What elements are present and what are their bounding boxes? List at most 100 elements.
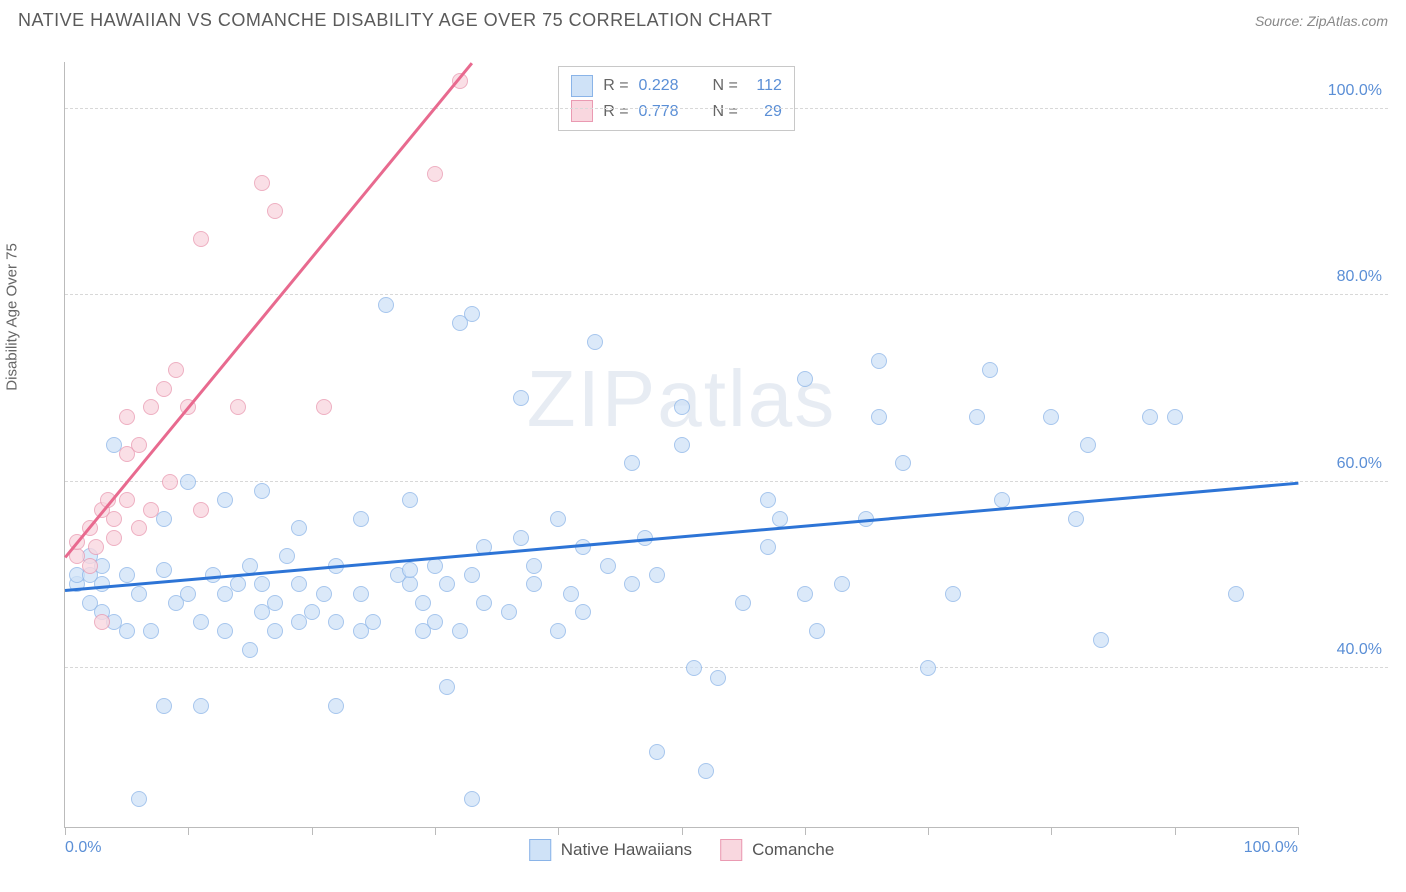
data-point	[242, 642, 258, 658]
data-point	[365, 614, 381, 630]
data-point	[809, 623, 825, 639]
data-point	[217, 623, 233, 639]
data-point	[760, 539, 776, 555]
data-point	[674, 437, 690, 453]
data-point	[230, 399, 246, 415]
data-point	[982, 362, 998, 378]
data-point	[254, 576, 270, 592]
r-label: R =	[603, 99, 628, 125]
data-point	[82, 558, 98, 574]
data-point	[193, 698, 209, 714]
data-point	[131, 791, 147, 807]
data-point	[452, 623, 468, 639]
data-point	[304, 604, 320, 620]
data-point	[760, 492, 776, 508]
gridline	[65, 294, 1388, 295]
data-point	[353, 511, 369, 527]
data-point	[217, 492, 233, 508]
watermark-zip: ZIP	[527, 354, 657, 443]
data-point	[945, 586, 961, 602]
data-point	[649, 744, 665, 760]
data-point	[254, 483, 270, 499]
data-point	[94, 614, 110, 630]
data-point	[267, 623, 283, 639]
data-point	[427, 558, 443, 574]
data-point	[267, 203, 283, 219]
data-point	[550, 623, 566, 639]
data-point	[131, 437, 147, 453]
x-tick-label: 100.0%	[1244, 839, 1298, 857]
data-point	[106, 530, 122, 546]
data-point	[526, 576, 542, 592]
data-point	[328, 614, 344, 630]
data-point	[686, 660, 702, 676]
chart-container: Disability Age Over 75 ZIPatlas R = 0.22…	[18, 42, 1388, 870]
data-point	[895, 455, 911, 471]
data-point	[415, 595, 431, 611]
data-point	[143, 399, 159, 415]
data-point	[156, 698, 172, 714]
r-label: R =	[603, 73, 628, 99]
data-point	[575, 539, 591, 555]
data-point	[254, 175, 270, 191]
data-point	[119, 567, 135, 583]
data-point	[168, 362, 184, 378]
x-tick	[188, 827, 189, 835]
y-tick-label: 80.0%	[1337, 268, 1382, 286]
data-point	[600, 558, 616, 574]
data-point	[1093, 632, 1109, 648]
data-point	[464, 306, 480, 322]
data-point	[427, 166, 443, 182]
y-tick-label: 100.0%	[1328, 82, 1382, 100]
y-tick-label: 40.0%	[1337, 641, 1382, 659]
data-point	[575, 604, 591, 620]
n-value-2: 29	[748, 99, 782, 125]
trend-line	[65, 482, 1298, 592]
data-point	[624, 576, 640, 592]
series-legend: Native Hawaiians Comanche	[529, 839, 835, 861]
correlation-row-2: R = 0.778 N = 29	[571, 99, 782, 125]
x-tick	[928, 827, 929, 835]
r-value-1: 0.228	[639, 73, 697, 99]
n-value-1: 112	[748, 73, 782, 99]
data-point	[871, 353, 887, 369]
chart-title: NATIVE HAWAIIAN VS COMANCHE DISABILITY A…	[18, 10, 772, 31]
watermark-atlas: atlas	[657, 354, 836, 443]
legend-item-2: Comanche	[720, 839, 834, 861]
x-tick	[312, 827, 313, 835]
data-point	[193, 614, 209, 630]
data-point	[119, 409, 135, 425]
data-point	[834, 576, 850, 592]
data-point	[624, 455, 640, 471]
data-point	[291, 520, 307, 536]
data-point	[797, 371, 813, 387]
data-point	[1167, 409, 1183, 425]
data-point	[119, 492, 135, 508]
legend-swatch-2	[720, 839, 742, 861]
data-point	[439, 576, 455, 592]
gridline	[65, 481, 1388, 482]
n-label: N =	[713, 73, 738, 99]
data-point	[1142, 409, 1158, 425]
x-tick	[65, 827, 66, 835]
data-point	[871, 409, 887, 425]
data-point	[180, 586, 196, 602]
n-label: N =	[713, 99, 738, 125]
plot-area: ZIPatlas R = 0.228 N = 112 R = 0.778 N =…	[64, 62, 1298, 828]
data-point	[797, 586, 813, 602]
data-point	[513, 390, 529, 406]
data-point	[969, 409, 985, 425]
correlation-row-1: R = 0.228 N = 112	[571, 73, 782, 99]
data-point	[513, 530, 529, 546]
data-point	[1228, 586, 1244, 602]
data-point	[316, 586, 332, 602]
data-point	[193, 231, 209, 247]
x-tick	[435, 827, 436, 835]
data-point	[439, 679, 455, 695]
data-point	[143, 502, 159, 518]
data-point	[279, 548, 295, 564]
data-point	[710, 670, 726, 686]
legend-swatch-1	[529, 839, 551, 861]
source-credit: Source: ZipAtlas.com	[1255, 13, 1388, 29]
data-point	[402, 562, 418, 578]
